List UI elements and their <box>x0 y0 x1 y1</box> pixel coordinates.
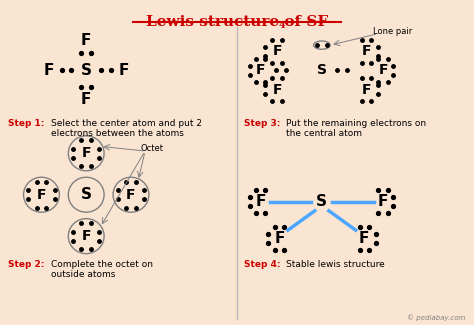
Text: S: S <box>317 63 327 77</box>
Text: F: F <box>272 44 282 58</box>
Text: S: S <box>316 194 328 209</box>
Text: Step 2:: Step 2: <box>9 260 45 269</box>
Text: F: F <box>126 188 136 202</box>
Text: F: F <box>82 229 91 243</box>
Text: Step 1:: Step 1: <box>9 119 45 128</box>
Text: Select the center atom and put 2
electrons between the atoms: Select the center atom and put 2 electro… <box>51 119 202 138</box>
Text: F: F <box>118 63 129 78</box>
Text: F: F <box>274 231 284 246</box>
Text: Lewis structure of SF: Lewis structure of SF <box>146 15 328 29</box>
Text: F: F <box>43 63 54 78</box>
Text: S: S <box>81 63 91 78</box>
Text: © pediabay.com: © pediabay.com <box>407 315 465 321</box>
Text: Lone pair: Lone pair <box>373 27 412 36</box>
Text: F: F <box>81 33 91 48</box>
Text: F: F <box>378 63 388 77</box>
Text: F: F <box>359 231 369 246</box>
Text: F: F <box>255 194 266 209</box>
Text: Stable lewis structure: Stable lewis structure <box>286 260 385 269</box>
Text: F: F <box>378 194 388 209</box>
Text: Octet: Octet <box>141 144 164 153</box>
Text: S: S <box>81 187 91 202</box>
Text: Step 4:: Step 4: <box>244 260 281 269</box>
Text: F: F <box>36 188 46 202</box>
Text: Step 3:: Step 3: <box>244 119 281 128</box>
Text: F: F <box>272 83 282 97</box>
Text: F: F <box>82 146 91 160</box>
Text: Put the remaining electrons on
the central atom: Put the remaining electrons on the centr… <box>286 119 427 138</box>
Text: F: F <box>256 63 265 77</box>
Text: 4: 4 <box>278 21 285 30</box>
Text: F: F <box>362 44 371 58</box>
Text: F: F <box>362 83 371 97</box>
Text: F: F <box>81 92 91 107</box>
Text: Complete the octet on
outside atoms: Complete the octet on outside atoms <box>51 260 153 280</box>
